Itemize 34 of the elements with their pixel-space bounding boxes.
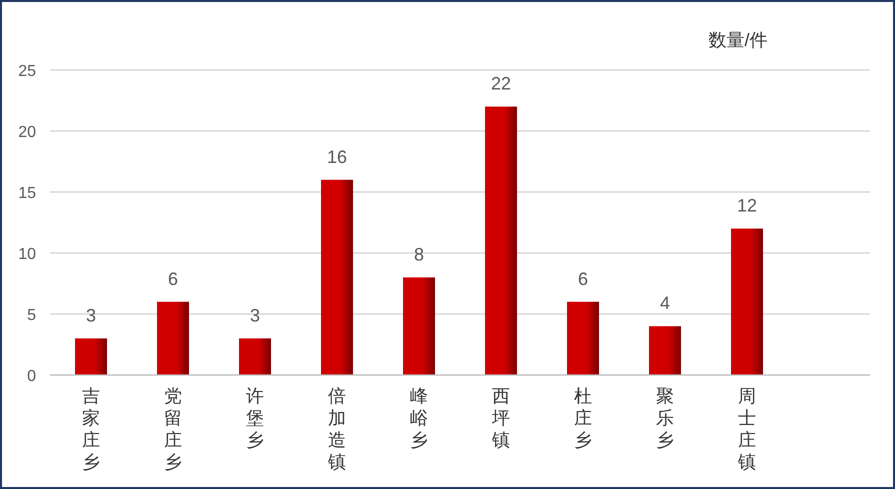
y-tick-label: 20 [18,124,36,141]
x-tick-label: 峰峪乡 [410,386,428,450]
x-tick-label: 西坪镇 [491,386,510,450]
bar [239,338,271,375]
x-tick-label: 倍加造镇 [327,386,346,472]
data-label: 16 [326,146,348,167]
x-tick-label: 党留庄乡 [164,386,182,472]
y-tick-label: 0 [27,368,36,385]
data-label: 6 [578,268,588,289]
bar [157,302,189,375]
data-label: 6 [168,268,178,289]
bar [649,326,681,375]
bar [403,277,435,375]
data-label: 22 [490,74,512,94]
y-tick-label: 15 [18,185,36,202]
y-tick-label: 10 [18,246,36,263]
y-tick-label: 25 [18,63,36,80]
x-tick-label: 聚乐乡 [656,386,674,450]
x-tick-label: 周士庄镇 [737,386,756,472]
data-label: 3 [86,305,96,326]
bar [321,180,353,375]
data-label: 12 [736,196,758,216]
data-label: 8 [414,244,424,264]
y-axis-title: 数量/件 [708,30,768,50]
y-tick-label: 5 [27,307,36,324]
x-tick-label: 杜庄乡 [574,386,592,450]
x-tick-label: 许堡乡 [246,386,264,450]
bar [485,106,517,375]
bar [75,338,107,375]
bar [567,302,599,375]
bar [731,228,763,375]
data-label: 3 [250,305,260,326]
data-label: 4 [660,293,670,314]
x-tick-label: 吉家庄乡 [82,386,100,472]
